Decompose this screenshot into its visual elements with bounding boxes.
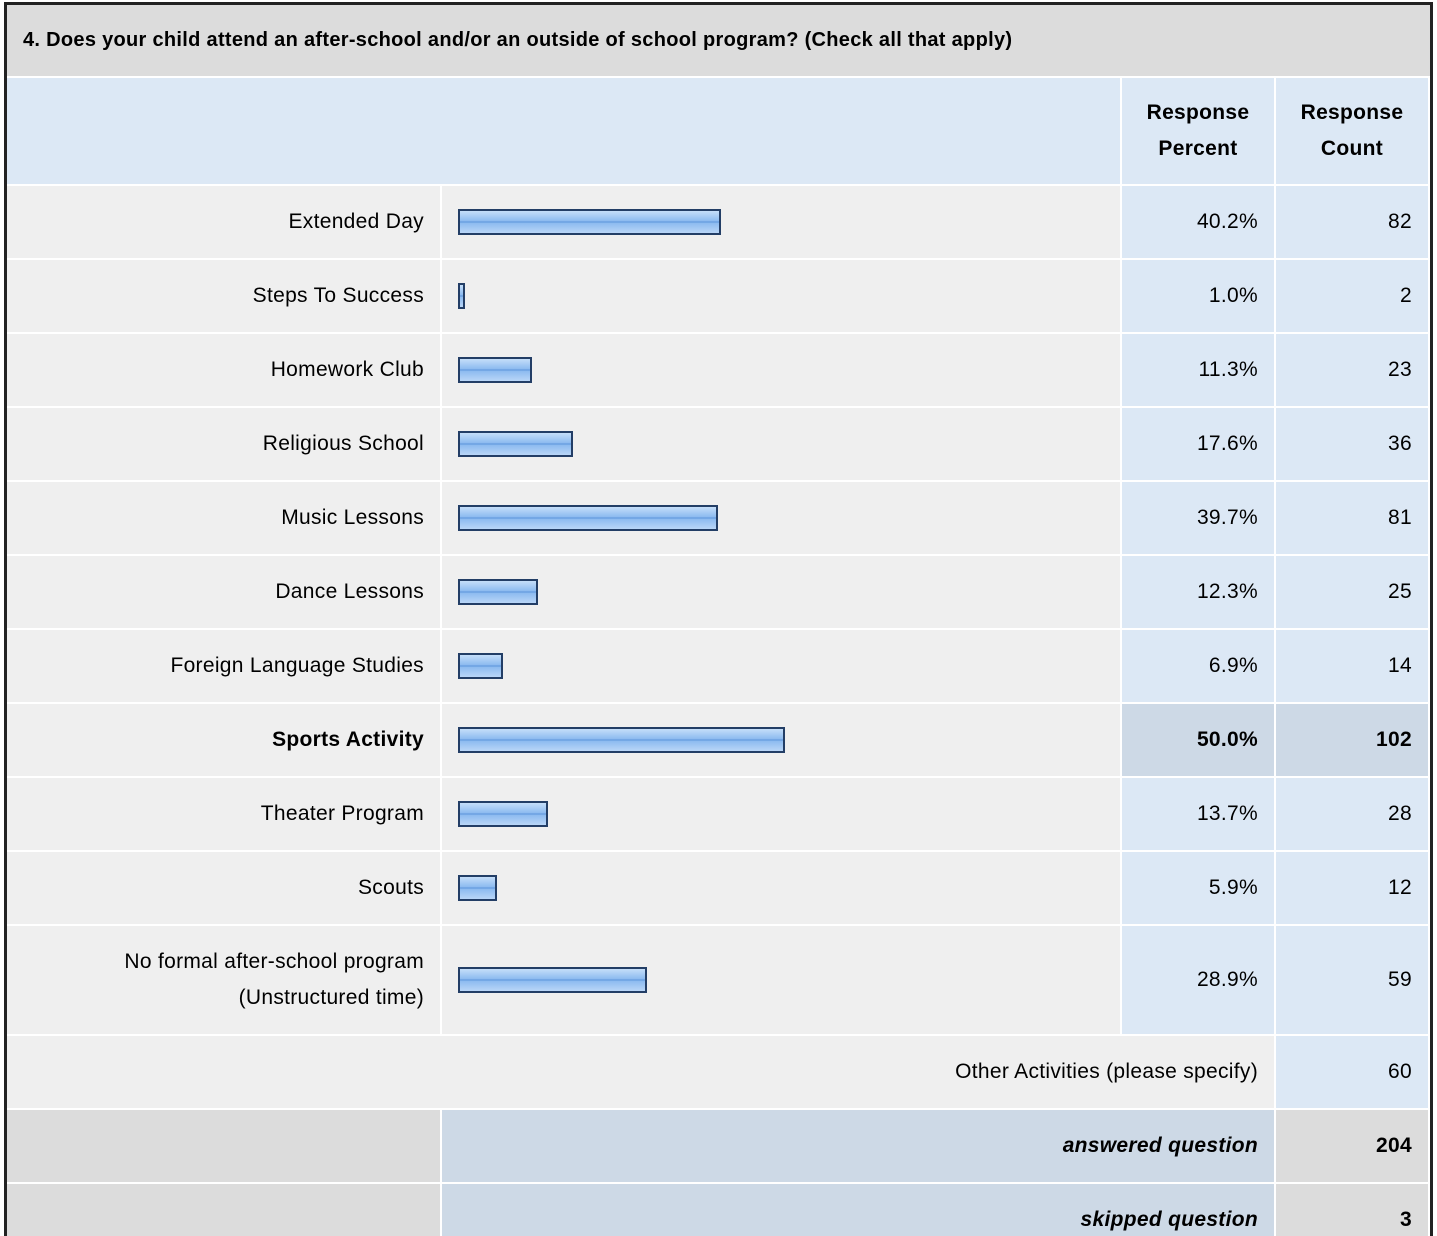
row-label: Theater Program [7,778,440,850]
response-percent: 17.6% [1122,408,1274,480]
row-label: Homework Club [7,334,440,406]
other-count: 60 [1276,1036,1428,1108]
row-label: Extended Day [7,186,440,258]
bar-cell [442,852,1120,924]
response-percent: 5.9% [1122,852,1274,924]
response-percent: 12.3% [1122,556,1274,628]
response-count: 12 [1276,852,1428,924]
result-grid: Response Percent Response Count Extended D… [7,78,1430,1236]
response-count: 28 [1276,778,1428,850]
bar [458,431,574,457]
response-percent: 28.9% [1122,926,1274,1034]
row-label: Scouts [7,852,440,924]
bar [458,653,504,679]
answered-count: 204 [1276,1110,1428,1182]
response-percent: 13.7% [1122,778,1274,850]
bar-cell [442,260,1120,332]
skipped-label: skipped question [442,1184,1274,1236]
skipped-count: 3 [1276,1184,1428,1236]
response-percent: 40.2% [1122,186,1274,258]
bar [458,967,647,993]
response-count: 36 [1276,408,1428,480]
header-blank [7,78,1120,184]
column-header: Response Count [1276,78,1428,184]
row-label: No formal after-school program (Unstruct… [7,926,440,1034]
bar [458,579,539,605]
row-label: Steps To Success [7,260,440,332]
bar [458,801,548,827]
response-count: 82 [1276,186,1428,258]
row-label: Sports Activity [7,704,440,776]
bar [458,357,532,383]
bar-cell [442,408,1120,480]
response-count: 23 [1276,334,1428,406]
bar-cell [442,482,1120,554]
other-label: Other Activities (please specify) [7,1036,1274,1108]
response-count: 14 [1276,630,1428,702]
bar-cell [442,186,1120,258]
bar [458,875,497,901]
bar [458,209,721,235]
summary-blank [7,1184,440,1236]
response-count: 59 [1276,926,1428,1034]
bar [458,283,465,309]
bar-cell [442,630,1120,702]
response-count: 2 [1276,260,1428,332]
response-count: 81 [1276,482,1428,554]
row-label: Music Lessons [7,482,440,554]
row-label: Dance Lessons [7,556,440,628]
answered-label: answered question [442,1110,1274,1182]
response-percent: 11.3% [1122,334,1274,406]
summary-blank [7,1110,440,1182]
response-percent: 6.9% [1122,630,1274,702]
survey-table: 4. Does your child attend an after-schoo… [4,2,1433,1236]
response-percent: 1.0% [1122,260,1274,332]
bar-cell [442,556,1120,628]
bar-cell [442,704,1120,776]
row-label: Religious School [7,408,440,480]
bar-cell [442,926,1120,1034]
bar-cell [442,778,1120,850]
row-label: Foreign Language Studies [7,630,440,702]
response-count: 102 [1276,704,1428,776]
column-header: Response Percent [1122,78,1274,184]
question-title: 4. Does your child attend an after-schoo… [7,5,1430,76]
bar-cell [442,334,1120,406]
response-percent: 39.7% [1122,482,1274,554]
response-count: 25 [1276,556,1428,628]
response-percent: 50.0% [1122,704,1274,776]
bar [458,505,718,531]
bar [458,727,785,753]
